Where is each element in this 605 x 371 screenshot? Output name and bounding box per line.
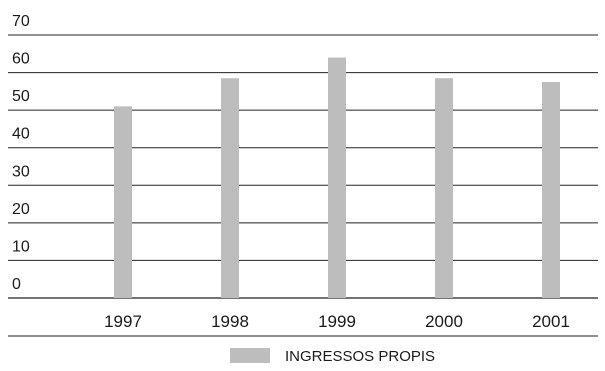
x-category-label: 2001	[532, 312, 570, 331]
x-category-label: 1997	[104, 312, 142, 331]
bar-2000	[435, 78, 453, 298]
y-tick-label: 50	[12, 88, 30, 105]
y-tick-label: 60	[12, 51, 30, 68]
y-tick-label: 10	[12, 238, 30, 255]
bar-1999	[328, 57, 346, 298]
gridlines	[8, 34, 598, 337]
y-tick-label: 70	[12, 13, 30, 30]
x-category-label: 1998	[211, 312, 249, 331]
y-tick-label: 0	[12, 276, 21, 293]
legend: INGRESSOS PROPIS	[230, 348, 435, 365]
legend-swatch	[230, 348, 270, 363]
x-category-label: 2000	[425, 312, 463, 331]
legend-label: INGRESSOS PROPIS	[285, 348, 435, 365]
bar-2001	[542, 81, 560, 298]
x-category-label: 1999	[318, 312, 356, 331]
y-tick-label: 40	[12, 126, 30, 143]
bar-1997	[114, 106, 132, 298]
bar-1998	[221, 78, 239, 298]
x-axis-categories: 1997 1998 1999 2000 2001	[104, 312, 570, 331]
y-tick-label: 30	[12, 163, 30, 180]
y-tick-label: 20	[12, 201, 30, 218]
bars	[114, 57, 560, 298]
y-axis-ticks: 0 10 20 30 40 50 60 70	[12, 13, 30, 293]
